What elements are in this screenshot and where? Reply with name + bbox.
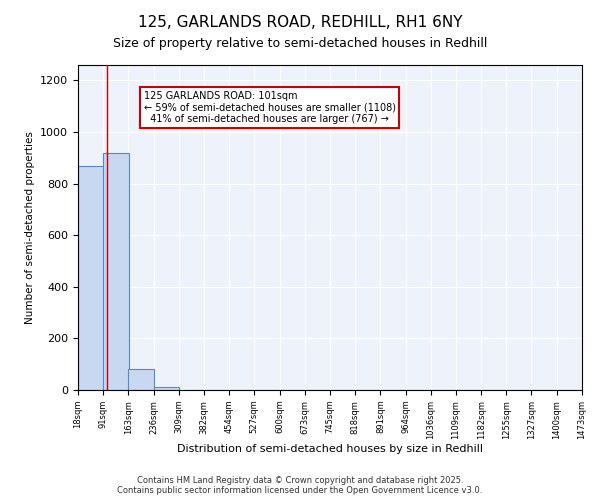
Text: Size of property relative to semi-detached houses in Redhill: Size of property relative to semi-detach… (113, 38, 487, 51)
Bar (154, 388, 179, 390)
Text: 125, GARLANDS ROAD, REDHILL, RH1 6NY: 125, GARLANDS ROAD, REDHILL, RH1 6NY (138, 15, 462, 30)
Bar (103, 152, 128, 390)
Y-axis label: Number of semi-detached properties: Number of semi-detached properties (25, 131, 35, 324)
Text: 125 GARLANDS ROAD: 101sqm
← 59% of semi-detached houses are smaller (1108)
  41%: 125 GARLANDS ROAD: 101sqm ← 59% of semi-… (143, 91, 395, 124)
Bar (128, 370, 154, 390)
Text: Contains HM Land Registry data © Crown copyright and database right 2025.
Contai: Contains HM Land Registry data © Crown c… (118, 476, 482, 495)
X-axis label: Distribution of semi-detached houses by size in Redhill: Distribution of semi-detached houses by … (177, 444, 483, 454)
Bar (78, 166, 103, 390)
